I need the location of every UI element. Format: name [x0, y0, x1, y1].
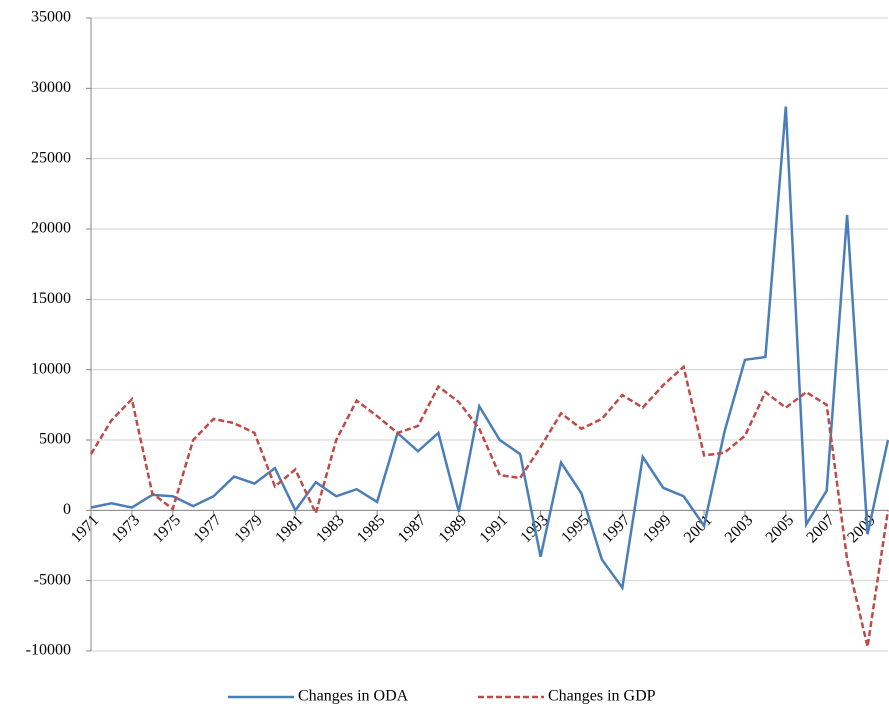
x-tick-label: 1979 — [231, 512, 266, 547]
x-tick-label: 1981 — [272, 512, 307, 547]
x-tick-label: 1989 — [436, 512, 471, 547]
y-tick-label: -5000 — [34, 571, 71, 588]
series-line — [89, 364, 889, 648]
x-tick-label: 2003 — [722, 512, 757, 547]
x-tick-label: 2005 — [763, 512, 798, 547]
x-tick-label: 2009 — [844, 512, 879, 547]
y-tick-label: 30000 — [31, 79, 71, 96]
y-tick-label: 0 — [63, 501, 71, 518]
y-tick-label: -10000 — [26, 642, 71, 659]
y-tick-label: 25000 — [31, 149, 71, 166]
series-line — [90, 106, 889, 591]
x-tick-label: 1983 — [313, 512, 348, 547]
x-tick-label: 1991 — [476, 512, 511, 547]
y-tick-label: 15000 — [31, 290, 71, 307]
legend-label: Changes in GDP — [548, 688, 656, 705]
x-tick-label: 1977 — [190, 512, 225, 547]
x-tick-label: 1975 — [150, 512, 185, 547]
y-tick-label: 35000 — [31, 9, 71, 26]
x-tick-label: 1973 — [109, 512, 144, 547]
x-tick-label: 1987 — [395, 512, 430, 547]
y-tick-label: 10000 — [31, 360, 71, 377]
x-tick-label: 1999 — [640, 512, 675, 547]
legend-label: Changes in ODA — [298, 688, 409, 705]
y-tick-label: 5000 — [39, 431, 71, 448]
x-tick-label: 1971 — [68, 512, 103, 547]
y-tick-label: 20000 — [31, 220, 71, 237]
x-tick-label: 1985 — [354, 512, 389, 547]
x-tick-label: 2007 — [803, 512, 838, 547]
